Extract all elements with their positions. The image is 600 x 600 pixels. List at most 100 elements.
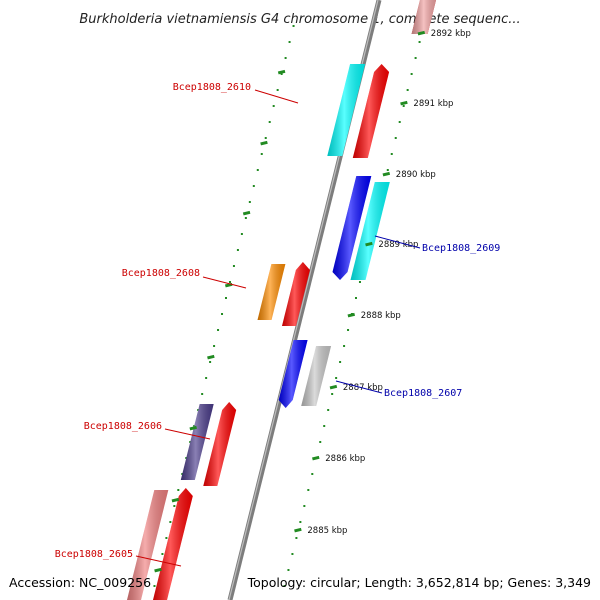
gene-feature-shading: [411, 0, 437, 34]
ruler-dot: [292, 25, 295, 27]
ruler-dot: [418, 41, 421, 43]
ruler-dot: [299, 521, 302, 523]
ruler-dot: [358, 281, 361, 283]
inner-tick-mark: [154, 567, 162, 573]
ruler-dot: [264, 137, 267, 139]
ruler-dot: [221, 313, 224, 315]
ruler-dot: [390, 153, 393, 155]
gene-feature-shading: [301, 346, 332, 406]
ruler-dot: [331, 393, 334, 395]
tick-label: 2890 kbp: [396, 170, 436, 180]
ruler-dot: [339, 361, 342, 363]
ruler-dot: [272, 105, 275, 107]
tick-track: 2892 kbp 2891 kbp 2890 kbp 2889 kbp 2888 kbp…: [154, 29, 471, 573]
ruler-dot: [161, 553, 164, 555]
ruler-dot: [327, 409, 330, 411]
ruler-dot: [173, 505, 176, 507]
gene-label-leader: [135, 555, 182, 567]
tick-label: 2889 kbp: [378, 240, 418, 250]
ruler-dot: [386, 169, 389, 171]
inner-tick-mark: [260, 140, 268, 146]
cds-feature-shading: [152, 488, 193, 600]
ruler-dot: [224, 297, 227, 299]
cds-feature-shading: [352, 64, 390, 158]
cds-feature-shading: [332, 176, 372, 280]
ruler-dot: [307, 489, 310, 491]
ruler-dot: [414, 57, 417, 59]
ruler-dot: [165, 537, 168, 539]
ruler-dot: [193, 425, 196, 427]
ruler-dot: [410, 73, 413, 75]
gene-feature-shading: [257, 264, 286, 320]
ruler-dot: [201, 393, 204, 395]
tick-mark: [329, 384, 338, 390]
gene-label-leader: [335, 380, 383, 394]
ruler-dot: [232, 265, 235, 267]
ruler-dot: [252, 185, 255, 187]
ruler-dot: [398, 121, 401, 123]
inner-tick-mark: [171, 497, 180, 503]
tick-label: 2891 kbp: [413, 99, 453, 109]
tick-label: 2885 kbp: [307, 526, 347, 536]
tick-mark: [400, 100, 408, 106]
ruler-dot: [244, 217, 247, 219]
gene-label-leader: [202, 276, 247, 289]
ruler-dot: [177, 489, 180, 491]
ruler-dot: [248, 201, 251, 203]
ruler-dot: [209, 361, 212, 363]
ruler-dot: [236, 249, 239, 251]
ruler-dot: [205, 377, 208, 379]
ruler-dot: [323, 425, 326, 427]
ruler-dot: [287, 569, 290, 571]
ruler-dot: [213, 345, 216, 347]
gene-label[interactable]: Bcep1808_2606: [84, 421, 162, 432]
ruler-dot: [280, 73, 283, 75]
accession-text: Accession: NC_009256: [9, 575, 151, 590]
gene-feature-shading: [327, 64, 366, 156]
cds-feature-shading: [282, 262, 310, 326]
feature-track: [126, 0, 437, 600]
ruler-dot: [284, 57, 287, 59]
ruler-dot: [260, 153, 263, 155]
tick-label: 2888 kbp: [361, 311, 401, 321]
ruler-dot: [394, 137, 397, 139]
ruler-dot: [311, 473, 314, 475]
tick-mark: [382, 171, 391, 177]
gene-label[interactable]: Bcep1808_2609: [422, 243, 500, 254]
gene-feature-shading: [126, 490, 169, 600]
ruler-dot: [343, 345, 346, 347]
cds-feature-shading: [203, 402, 237, 486]
tick-label: 2886 kbp: [325, 454, 365, 464]
ruler-dot: [402, 105, 405, 107]
ruler-dot: [354, 297, 357, 299]
cds-feature-shading: [278, 340, 308, 408]
tick-mark: [294, 527, 302, 533]
gene-label-leader: [164, 428, 211, 440]
ruler-dot: [217, 329, 220, 331]
gene-label-leader: [374, 235, 421, 249]
ruler-dot: [319, 441, 322, 443]
ruler-dot: [291, 553, 294, 555]
ruler-dot: [335, 377, 338, 379]
tick-label: 2892 kbp: [431, 29, 471, 39]
ruler-dot: [303, 505, 306, 507]
ruler-dot: [347, 329, 350, 331]
ruler-dot: [185, 457, 188, 459]
ruler-dot: [295, 537, 298, 539]
inner-tick-mark: [277, 69, 286, 75]
ruler-dot: [189, 441, 192, 443]
ruler-dot: [406, 89, 409, 91]
tick-mark: [312, 455, 320, 461]
gene-label[interactable]: Bcep1808_2605: [55, 549, 133, 560]
gene-label[interactable]: Bcep1808_2610: [173, 82, 251, 93]
gene-feature-shading: [180, 404, 214, 480]
tick-mark: [417, 30, 426, 36]
ruler-dot: [268, 121, 271, 123]
tick-mark: [365, 241, 373, 247]
summary-text: Topology: circular; Length: 3,652,814 bp…: [247, 575, 591, 590]
gene-label[interactable]: Bcep1808_2607: [384, 388, 462, 399]
gene-label[interactable]: Bcep1808_2608: [122, 268, 200, 279]
ruler-dot: [181, 473, 184, 475]
gene-label-track: Bcep1808_2610 Bcep1808_2609 Bcep1808_2608 B…: [55, 82, 500, 567]
